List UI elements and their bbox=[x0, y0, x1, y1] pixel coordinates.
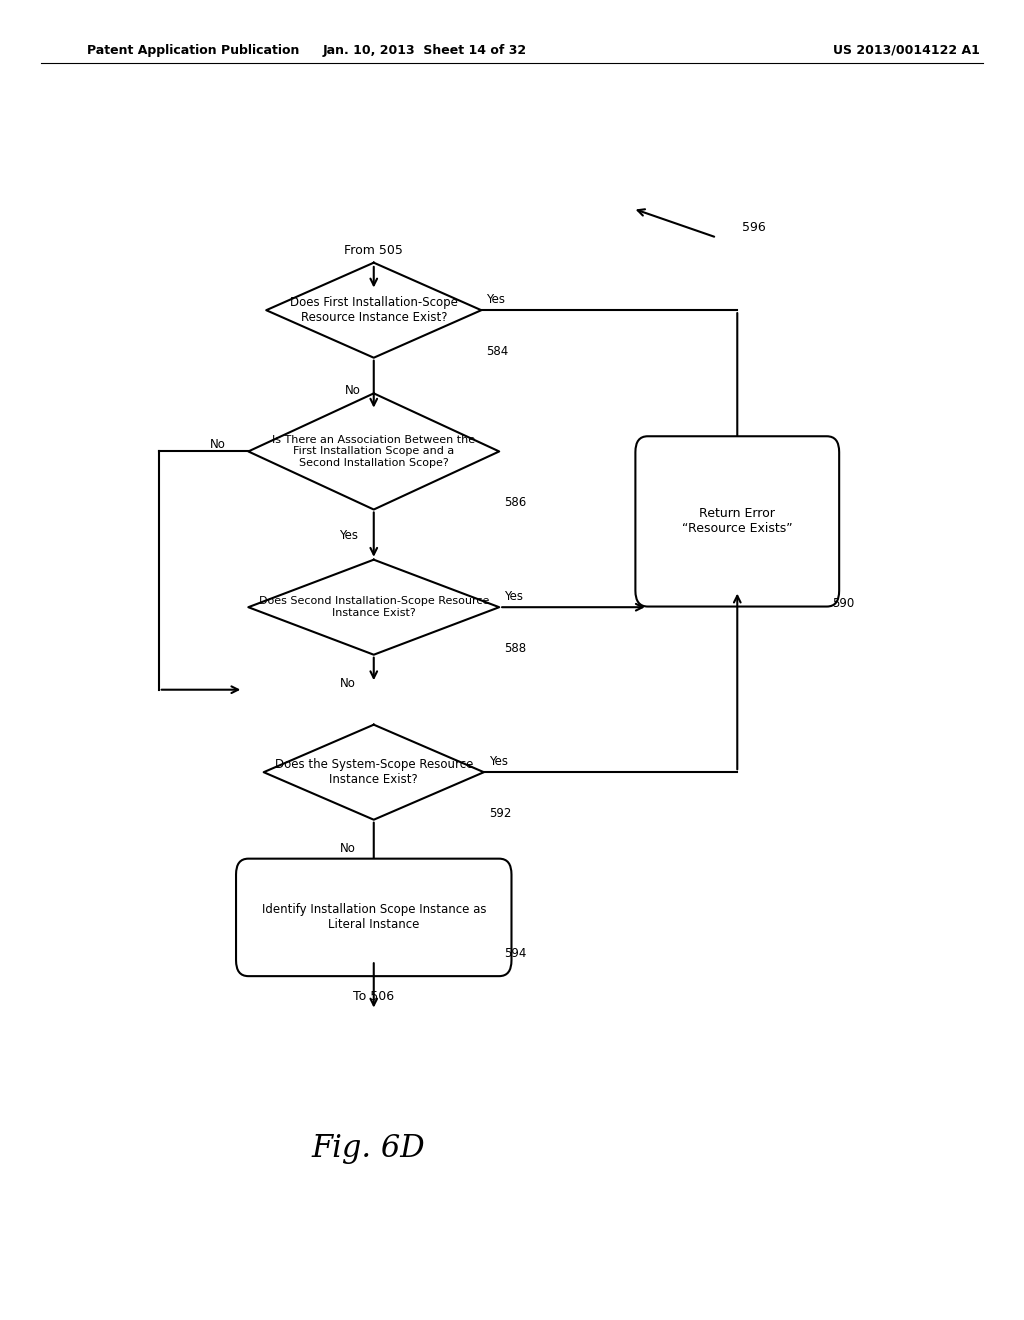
FancyBboxPatch shape bbox=[635, 436, 839, 607]
Text: From 505: From 505 bbox=[344, 244, 403, 257]
Text: Yes: Yes bbox=[489, 755, 508, 768]
Text: Yes: Yes bbox=[486, 293, 506, 306]
Text: Jan. 10, 2013  Sheet 14 of 32: Jan. 10, 2013 Sheet 14 of 32 bbox=[323, 44, 527, 57]
Text: Does the System-Scope Resource
Instance Exist?: Does the System-Scope Resource Instance … bbox=[274, 758, 473, 787]
Text: To 506: To 506 bbox=[353, 990, 394, 1003]
Text: 586: 586 bbox=[504, 496, 526, 510]
Text: US 2013/0014122 A1: US 2013/0014122 A1 bbox=[833, 44, 980, 57]
Text: Yes: Yes bbox=[504, 590, 523, 603]
Text: Fig. 6D: Fig. 6D bbox=[311, 1133, 426, 1164]
Text: 592: 592 bbox=[489, 807, 511, 820]
Text: 596: 596 bbox=[742, 220, 766, 234]
Text: No: No bbox=[340, 842, 356, 855]
Text: Yes: Yes bbox=[339, 529, 357, 543]
Text: 594: 594 bbox=[504, 948, 526, 960]
Text: No: No bbox=[210, 438, 225, 451]
Text: 590: 590 bbox=[831, 598, 854, 610]
Text: No: No bbox=[340, 677, 356, 690]
Text: 584: 584 bbox=[486, 345, 509, 358]
Text: Patent Application Publication: Patent Application Publication bbox=[87, 44, 299, 57]
FancyBboxPatch shape bbox=[236, 859, 512, 977]
Text: Is There an Association Between the
First Installation Scope and a
Second Instal: Is There an Association Between the Firs… bbox=[272, 434, 475, 469]
Text: 588: 588 bbox=[504, 642, 526, 655]
Text: Return Error
“Resource Exists”: Return Error “Resource Exists” bbox=[682, 507, 793, 536]
Text: Does Second Installation-Scope Resource
Instance Exist?: Does Second Installation-Scope Resource … bbox=[259, 597, 488, 618]
Text: No: No bbox=[345, 384, 361, 397]
Text: Does First Installation-Scope
Resource Instance Exist?: Does First Installation-Scope Resource I… bbox=[290, 296, 458, 325]
Text: Identify Installation Scope Instance as
Literal Instance: Identify Installation Scope Instance as … bbox=[261, 903, 486, 932]
